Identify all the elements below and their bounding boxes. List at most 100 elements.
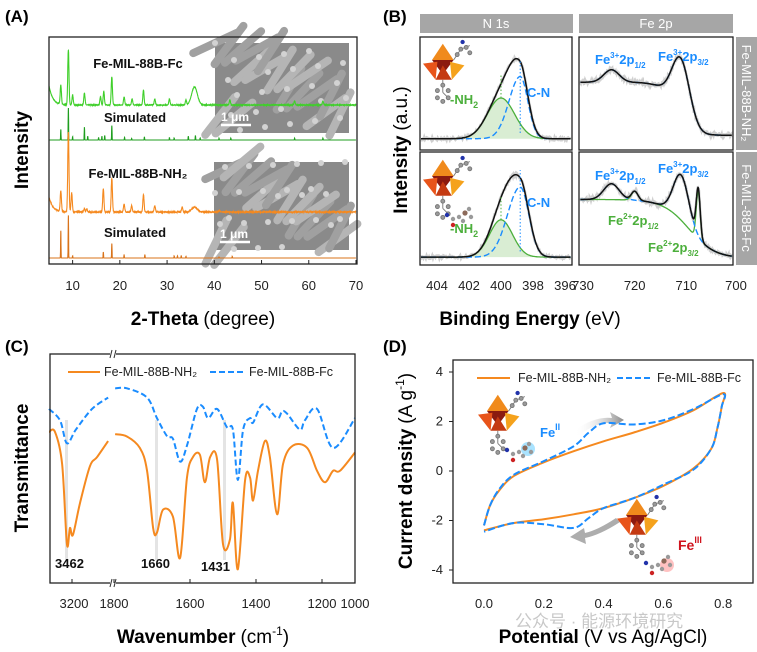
x-tick-label: 0.8 [714,596,732,611]
sem-crystal-rod [282,182,324,226]
sem-particle [287,121,293,127]
sem-crystal-rod [325,88,355,140]
ftir-series-0-right [114,433,356,571]
y-axis-title-b: Intensity(a.u.) [391,86,412,213]
label-cn-bottom: C-N [527,195,550,210]
sem-particle [262,124,268,130]
cv-series-0 [483,392,727,532]
y-tick-label: -2 [431,513,443,528]
sem-crystal-rod [241,165,291,197]
sem-crystal-rod [230,157,276,197]
x-axis-ticks-c: 3200 1800 1600 1400 1200 1000 [60,579,369,611]
x-tick-label: 3200 [60,596,89,611]
sem-crystal-rod [253,26,289,76]
reduction-arrow-icon [570,518,620,544]
sem-crystal-rod [219,142,265,182]
y-tick-label: 4 [436,364,443,379]
row-header-fc-text: Fe-MIL-88B-Fc [739,164,754,252]
legend-label-fc: Fe-MIL-88B-Fc [657,371,741,385]
sem-image-fc: 1 μm [189,21,355,140]
x-tick-label: 1600 [176,596,205,611]
x-tick-label: 10 [65,278,79,293]
sem-particle [323,191,329,197]
fe3-component-fe2p-nh2 [580,56,732,136]
sem-particle [337,216,343,222]
plot-frame-d [452,359,754,584]
sem-particle [260,188,266,194]
sem-crystal-rod [261,160,297,210]
x-axis-title-c: Wavenumber (cm-1) [117,624,289,648]
row-header-nh2 [736,37,757,150]
y-tick-label: -4 [431,562,443,577]
panel-label-d: (D) [383,337,407,356]
x-tick-label: 0.4 [595,596,613,611]
xrd-series-3 [49,215,356,259]
ftir-series-1-left [48,396,109,445]
fit-envelope-fe2p-fc [580,173,733,257]
sem-particle [231,246,237,252]
x-tick-label: 1200 [308,596,337,611]
sem-particle [313,217,319,223]
x-tick-label: 20 [113,278,127,293]
x-axis-title-a: 2-Theta (degree) [131,309,275,330]
x-tick-label-n1s: 398 [522,278,544,293]
sem-particle [299,192,305,198]
series-label-fc: Fe-MIL-88B-Fc [93,56,183,71]
cv-curves [483,392,727,533]
sem-particle [255,245,261,251]
xrd-curves [48,49,357,259]
sem-particle [328,222,334,228]
label-fe2-2p12: Fe2+2p1/2 [608,212,659,231]
sem-crystal-rod [221,149,259,197]
cv-series-1 [483,393,727,533]
annotation-1660: 1660 [141,556,170,571]
panel-label-c: (C) [5,337,29,356]
x-tick-label: 0.0 [475,596,493,611]
sem-crystal-rod [201,216,231,268]
xrd-series-1 [49,107,356,141]
sem-particle [309,83,315,89]
plot-frame-c [49,353,356,584]
sem-particle [278,106,284,112]
row-header-nh2-text: Fe-MIL-88B-NH₂ [739,45,754,142]
scale-bar-label: 1 μm [220,227,248,241]
x-tick-label: 30 [160,278,174,293]
sem-crystal-rod [232,33,282,65]
sem-particle [265,69,271,75]
x-tick-label: 70 [349,278,363,293]
x-tick-label-fe2p: 700 [725,278,747,293]
sem-crystal-rod [201,93,239,139]
sem-particle [284,187,290,193]
axis-break-marks [109,349,117,588]
peak-markers [65,420,226,560]
sem-particle [226,215,232,221]
sem-particle [225,77,231,83]
mof-structure-icon [477,390,528,455]
x-tick-label-n1s: 396 [554,278,576,293]
sem-crystal-rod [211,98,257,138]
sem-crystal-rod [210,21,248,69]
label-fe3-2p32-top: Fe3+2p3/2 [658,48,709,67]
plot-frame-n1s-nh2 [419,36,573,151]
ftir-curves [48,386,356,571]
sem-particle [236,189,242,195]
x-axis-title-b: Binding Energy (eV) [439,309,620,330]
annotation-3462: 3462 [55,556,84,571]
label-cn-top: C-N [527,85,550,100]
fit-envelope-n1s-nh2 [421,57,571,140]
scale-bar-label: 1 μm [221,110,249,124]
raw-data-fe2p-nh2 [579,53,734,141]
mof-structure-icon [422,155,473,220]
plot-frame-fe2p-fc [578,151,734,266]
watermark: 公众号 · 能源环境研究 [515,612,683,631]
sem-particle [217,221,223,227]
sem-particle [275,193,281,199]
x-axis-ticks-a: 10 20 30 40 50 60 70 [65,260,363,293]
nh2-area-n1s-fc [421,219,571,258]
y-axis-title-d: Current density(A g-1) [393,373,417,569]
sem-particle [231,57,237,63]
sem-crystal-rod [325,201,355,253]
x-tick-label: 1400 [242,596,271,611]
column-header-n1s-text: N 1s [483,16,510,31]
